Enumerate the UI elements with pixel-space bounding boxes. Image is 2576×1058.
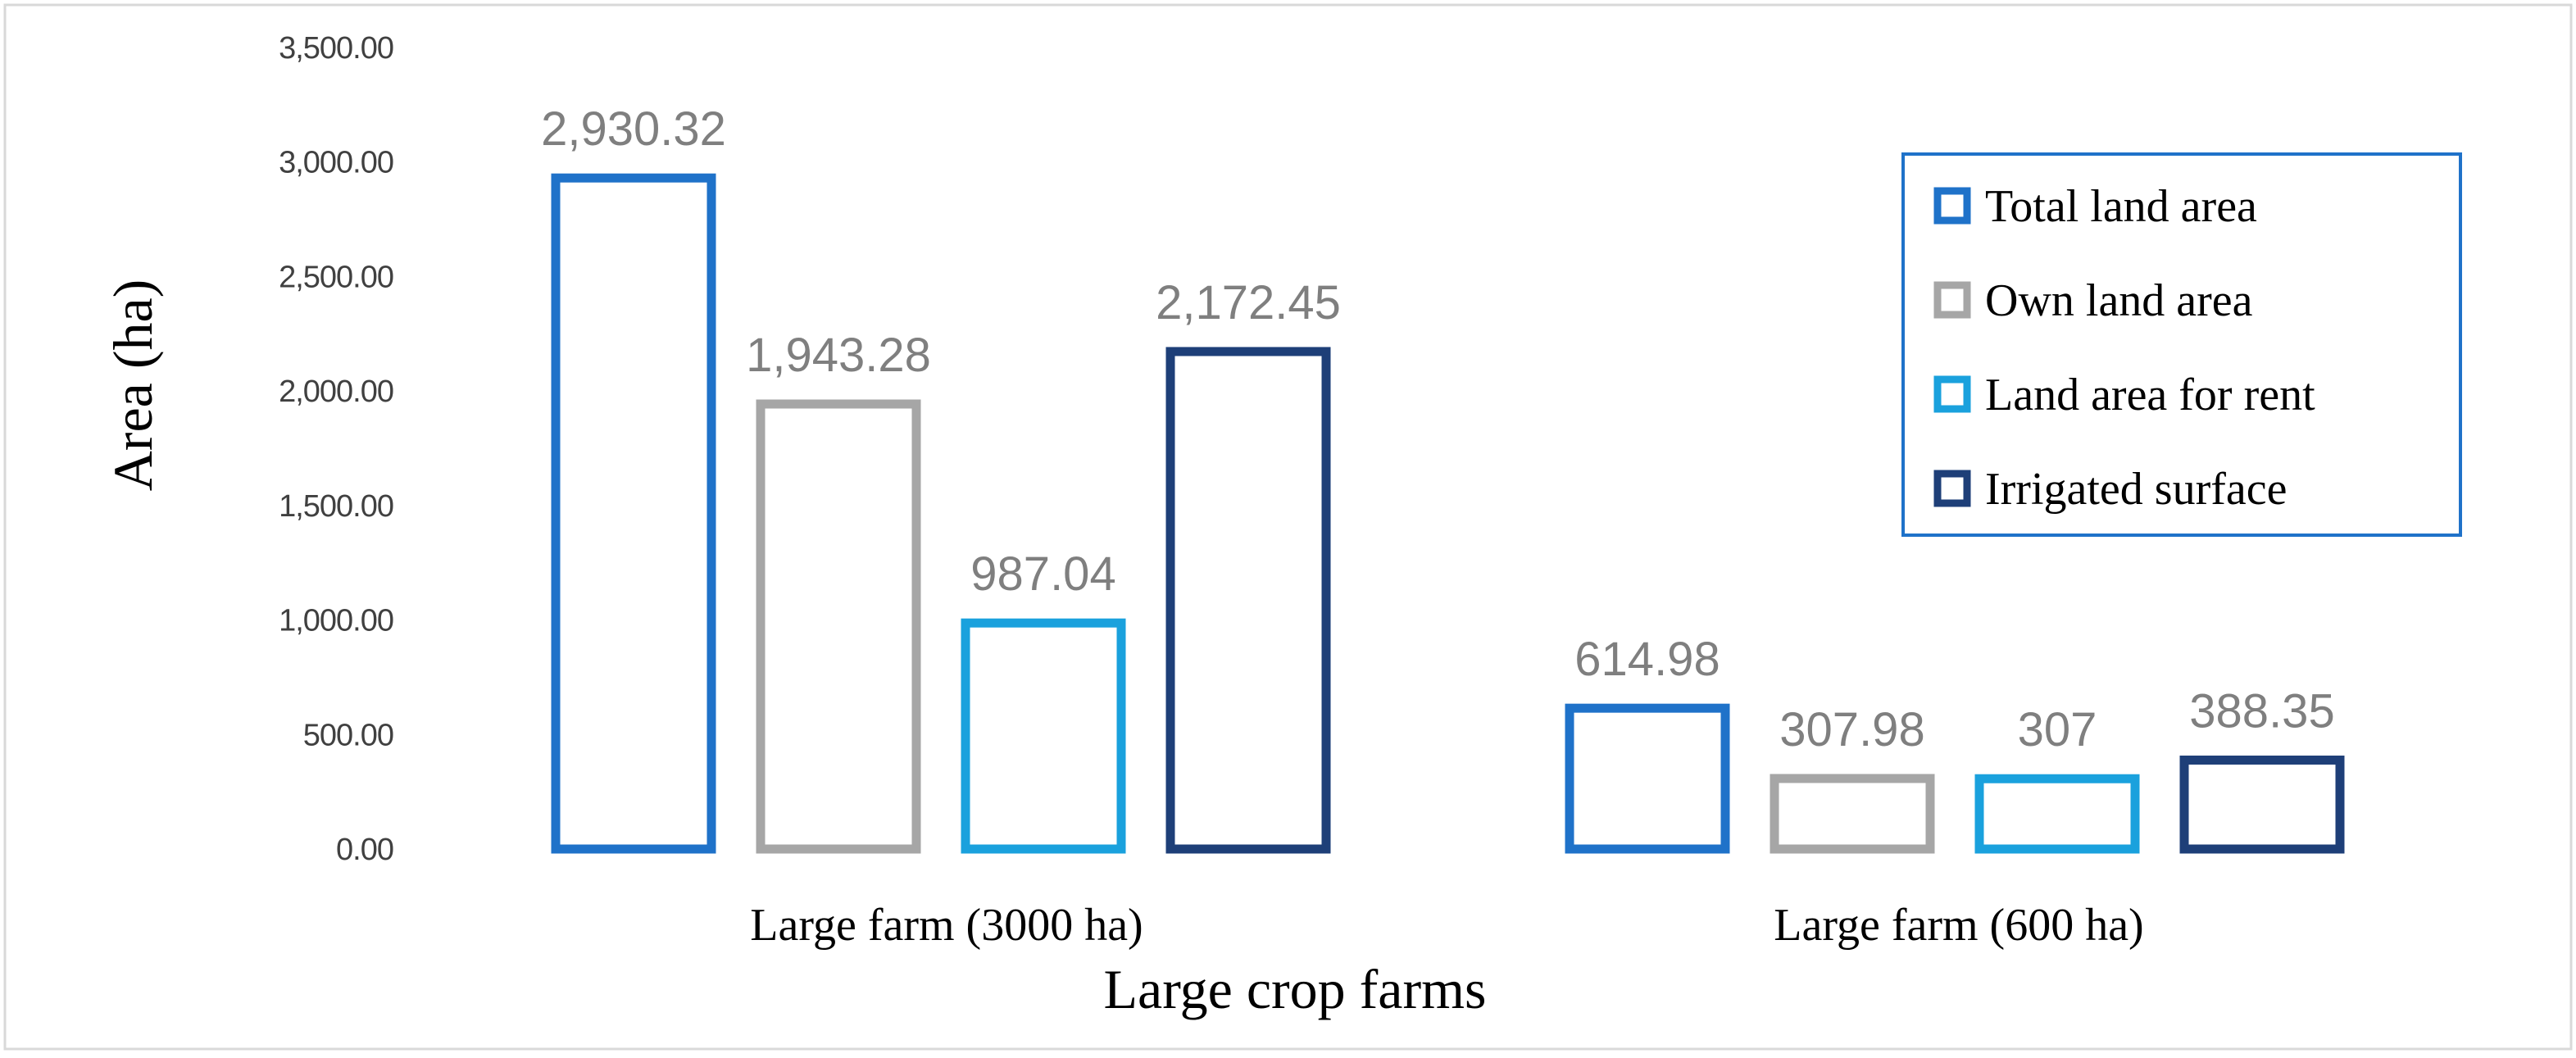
legend-label: Land area for rent	[1985, 370, 2315, 420]
bar-value-label: 614.98	[1574, 633, 1720, 686]
x-axis-title: Large crop farms	[1104, 958, 1487, 1020]
bar	[551, 173, 716, 854]
bars	[551, 173, 2345, 854]
y-tick-label: 500.00	[303, 718, 393, 752]
bar-value-label: 987.04	[970, 547, 1115, 601]
y-tick-label: 2,000.00	[279, 375, 393, 409]
y-tick-label: 1,000.00	[279, 604, 393, 638]
bar-value-label: 2,930.32	[541, 102, 726, 156]
legend-label: Irrigated surface	[1985, 464, 2287, 515]
x-category-label: Large farm (600 ha)	[1774, 900, 2143, 951]
legend-swatch	[1933, 375, 1971, 413]
y-tick-label: 0.00	[336, 833, 393, 867]
x-category-label: Large farm (3000 ha)	[750, 900, 1143, 951]
legend-swatch	[1933, 470, 1971, 507]
bar	[1565, 703, 1730, 854]
bar	[1770, 774, 1935, 854]
y-axis-title: Area (ha)	[102, 279, 164, 492]
legend-label: Total land area	[1985, 181, 2257, 232]
bar-value-label: 1,943.28	[746, 329, 931, 382]
bar	[961, 618, 1126, 854]
legend-swatch	[1933, 187, 1971, 225]
y-axis-ticks: 0.00 500.00 1,000.00 1,500.00 2,000.00 2,500.…	[279, 31, 394, 867]
legend: Total land area Own land area Land area fo…	[1901, 152, 2462, 537]
y-tick-label: 3,000.00	[279, 146, 393, 180]
y-tick-label: 1,500.00	[279, 489, 393, 524]
bar-value-label: 307	[2018, 703, 2097, 756]
y-tick-label: 3,500.00	[279, 31, 393, 66]
legend-label: Own land area	[1985, 275, 2253, 326]
category-labels: Large farm (3000 ha) Large farm (600 ha)	[750, 900, 2143, 951]
y-tick-label: 2,500.00	[279, 260, 393, 294]
bar-value-label: 307.98	[1779, 703, 1924, 756]
bar-value-label: 388.35	[2189, 684, 2334, 738]
legend-box	[1901, 152, 2462, 537]
bar	[756, 399, 921, 854]
data-labels: 2,930.32 1,943.28 987.04 2,172.45 614.98 307.…	[541, 102, 2335, 756]
bar-value-label: 2,172.45	[1156, 276, 1341, 329]
bar	[2179, 755, 2345, 854]
bar	[1165, 347, 1331, 854]
bar	[1974, 774, 2140, 854]
legend-swatch	[1933, 281, 1971, 319]
